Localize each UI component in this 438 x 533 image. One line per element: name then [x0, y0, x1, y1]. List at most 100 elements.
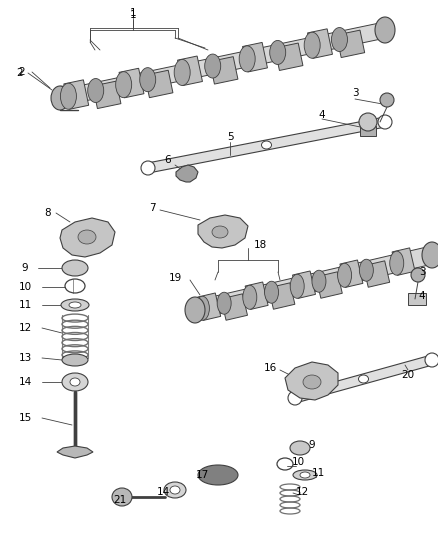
Ellipse shape	[140, 68, 156, 92]
Text: 15: 15	[18, 413, 32, 423]
Text: 17: 17	[195, 470, 208, 480]
Ellipse shape	[60, 83, 76, 109]
Text: 16: 16	[263, 363, 277, 373]
Polygon shape	[210, 56, 238, 84]
Ellipse shape	[185, 297, 205, 323]
Text: 2: 2	[17, 68, 23, 78]
Text: 10: 10	[291, 457, 304, 467]
Ellipse shape	[212, 226, 228, 238]
Text: 14: 14	[156, 487, 170, 497]
Polygon shape	[293, 355, 433, 403]
Text: 2: 2	[19, 67, 25, 77]
Ellipse shape	[411, 268, 425, 282]
Polygon shape	[293, 271, 315, 298]
Polygon shape	[363, 261, 390, 287]
Ellipse shape	[312, 270, 326, 292]
Ellipse shape	[69, 302, 81, 308]
Ellipse shape	[422, 242, 438, 268]
Ellipse shape	[293, 470, 317, 480]
Polygon shape	[58, 22, 387, 106]
Ellipse shape	[243, 285, 257, 309]
Polygon shape	[57, 446, 93, 458]
Text: 11: 11	[18, 300, 32, 310]
Ellipse shape	[205, 54, 221, 78]
Ellipse shape	[265, 281, 279, 303]
Bar	[408, 293, 426, 305]
Text: 4: 4	[319, 110, 325, 120]
Text: 20: 20	[402, 370, 414, 380]
Ellipse shape	[141, 161, 155, 175]
Ellipse shape	[288, 391, 302, 405]
Polygon shape	[340, 260, 363, 287]
Polygon shape	[147, 117, 386, 173]
Ellipse shape	[304, 32, 320, 58]
Text: 1: 1	[130, 8, 136, 18]
Ellipse shape	[375, 17, 395, 43]
Text: 11: 11	[311, 468, 325, 478]
Ellipse shape	[198, 465, 238, 485]
Ellipse shape	[359, 259, 373, 281]
Ellipse shape	[217, 292, 231, 314]
Polygon shape	[245, 282, 268, 310]
Polygon shape	[198, 215, 248, 248]
Polygon shape	[193, 246, 434, 319]
Polygon shape	[60, 218, 115, 257]
Ellipse shape	[239, 46, 255, 72]
Ellipse shape	[174, 60, 190, 85]
Polygon shape	[64, 80, 89, 109]
Polygon shape	[307, 29, 332, 59]
Ellipse shape	[78, 230, 96, 244]
Ellipse shape	[51, 86, 69, 110]
Polygon shape	[177, 56, 202, 86]
Polygon shape	[176, 165, 198, 182]
Text: 9: 9	[22, 263, 28, 273]
Ellipse shape	[338, 263, 352, 287]
Text: 3: 3	[419, 267, 425, 277]
Text: 14: 14	[18, 377, 32, 387]
Polygon shape	[392, 248, 415, 276]
Text: 13: 13	[18, 353, 32, 363]
Ellipse shape	[300, 472, 310, 478]
Polygon shape	[268, 283, 295, 309]
Polygon shape	[221, 294, 247, 320]
Text: 12: 12	[18, 323, 32, 333]
Ellipse shape	[195, 296, 209, 320]
Text: 3: 3	[352, 88, 358, 98]
Text: 21: 21	[113, 495, 127, 505]
Text: 6: 6	[165, 155, 171, 165]
Text: 7: 7	[148, 203, 155, 213]
Ellipse shape	[303, 375, 321, 389]
Ellipse shape	[62, 260, 88, 276]
Ellipse shape	[358, 375, 368, 383]
Text: 8: 8	[45, 208, 51, 218]
Ellipse shape	[290, 274, 304, 298]
Polygon shape	[198, 293, 221, 320]
Ellipse shape	[425, 353, 438, 367]
Text: 18: 18	[253, 240, 267, 250]
Ellipse shape	[359, 113, 377, 131]
Text: 5: 5	[227, 132, 233, 142]
Text: 4: 4	[419, 291, 425, 301]
Ellipse shape	[164, 482, 186, 498]
Ellipse shape	[390, 251, 404, 275]
Ellipse shape	[116, 71, 132, 98]
Ellipse shape	[270, 41, 286, 64]
Text: 1: 1	[130, 10, 136, 20]
Text: 9: 9	[309, 440, 315, 450]
Polygon shape	[145, 70, 173, 98]
Ellipse shape	[112, 488, 132, 506]
Text: 12: 12	[295, 487, 309, 497]
Ellipse shape	[62, 373, 88, 391]
Ellipse shape	[380, 93, 394, 107]
Polygon shape	[336, 30, 365, 58]
Polygon shape	[119, 68, 144, 98]
Polygon shape	[285, 362, 338, 400]
Ellipse shape	[378, 115, 392, 129]
Ellipse shape	[170, 486, 180, 494]
Ellipse shape	[290, 441, 310, 455]
Polygon shape	[93, 81, 121, 109]
Ellipse shape	[61, 299, 89, 311]
Polygon shape	[243, 43, 268, 72]
Polygon shape	[316, 272, 342, 298]
Bar	[360, 126, 376, 136]
